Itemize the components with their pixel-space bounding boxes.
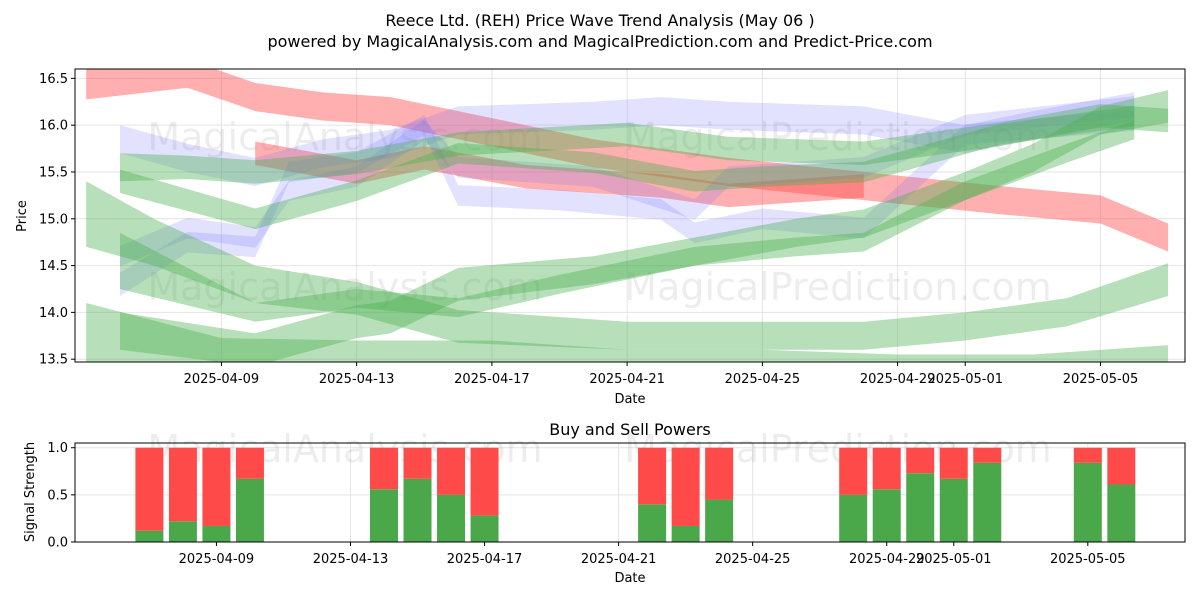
sell-power-bar: [168, 447, 197, 522]
green-price-band: [120, 90, 1169, 362]
price-x-ticks: 2025-04-09 2025-04-13 2025-04-17 2025-04-21…: [184, 362, 1139, 387]
buy-power-bar: [973, 462, 1002, 542]
price-x-tick-label: 2025-04-17: [454, 372, 530, 387]
price-watermarks: MagicalAnalysis.com MagicalPrediction.com…: [147, 115, 1051, 309]
green-price-band: [86, 181, 1169, 350]
blue-price-band: [120, 96, 1135, 267]
buy-power-bar: [135, 530, 164, 542]
buy-power-bar: [168, 521, 197, 542]
chart-title: Reece Ltd. (REH) Price Wave Trend Analys…: [385, 11, 814, 30]
sell-power-bar: [1073, 447, 1102, 463]
price-x-axis-label: Date: [614, 392, 645, 407]
buy-power-bar: [705, 499, 734, 542]
signal-x-axis-label: Date: [614, 571, 645, 586]
sell-power-bar: [235, 447, 264, 479]
buy-power-bar: [437, 494, 466, 542]
price-y-tick-label: 13.5: [39, 353, 68, 368]
sell-power-bar: [437, 447, 466, 495]
price-y-tick-label: 14.5: [39, 259, 68, 274]
red-price-band: [255, 141, 864, 208]
buy-power-bar: [202, 525, 231, 542]
price-y-tick-label: 15.0: [39, 212, 68, 227]
signal-plot-frame: [74, 442, 1186, 543]
green-price-band: [120, 120, 1135, 322]
price-y-ticks: 13.5 14.0 14.5 15.0 15.5 16.0 16.5: [39, 72, 75, 368]
signal-bars: [135, 447, 1136, 542]
price-y-tick-label: 16.0: [39, 119, 68, 134]
price-y-tick-label: 15.5: [39, 165, 68, 180]
watermark-text: MagicalPrediction.com: [624, 265, 1052, 309]
signal-y-ticks: 0.0 0.5 1.0: [47, 441, 75, 551]
sell-power-bar: [906, 447, 935, 474]
sell-power-bar: [671, 447, 700, 526]
buy-power-bar: [906, 473, 935, 542]
price-x-tick-label: 2025-05-01: [927, 372, 1003, 387]
green-price-band: [120, 104, 1169, 184]
buy-power-bar: [1073, 462, 1102, 542]
red-price-band: [86, 69, 1169, 252]
signal-x-tick-label: 2025-05-01: [916, 552, 992, 567]
price-x-tick-label: 2025-04-21: [589, 372, 665, 387]
green-price-band: [86, 303, 1169, 362]
price-x-tick-label: 2025-04-25: [725, 372, 801, 387]
price-grid: [75, 69, 1185, 362]
sell-power-bar: [705, 447, 734, 500]
blue-price-band: [120, 110, 1135, 296]
price-x-tick-label: 2025-04-13: [319, 372, 395, 387]
price-y-axis-label: Price: [15, 200, 30, 232]
signal-x-ticks: 2025-04-09 2025-04-13 2025-04-17 2025-04-21…: [179, 542, 1126, 567]
sell-power-bar: [135, 447, 164, 531]
price-plot-frame: [74, 68, 1186, 363]
watermark-text: MagicalAnalysis.com: [147, 115, 542, 159]
buy-power-bar: [370, 489, 399, 542]
signal-x-tick-label: 2025-05-05: [1050, 552, 1126, 567]
buy-power-bar: [638, 504, 667, 542]
signal-x-tick-label: 2025-04-29: [849, 552, 925, 567]
signal-y-tick-label: 0.0: [47, 536, 68, 551]
buy-power-bar: [470, 515, 499, 542]
signal-x-tick-label: 2025-04-21: [581, 552, 657, 567]
buy-power-bar: [671, 525, 700, 542]
buy-power-bar: [1107, 484, 1136, 542]
signal-x-tick-label: 2025-04-17: [447, 552, 523, 567]
green-price-band: [120, 105, 1135, 230]
price-x-tick-label: 2025-04-29: [860, 372, 936, 387]
buy-power-bar: [939, 478, 968, 542]
sell-power-bar: [370, 447, 399, 490]
sell-power-bar: [470, 447, 499, 516]
sell-power-bar: [403, 447, 432, 479]
watermark-text: MagicalPrediction.com: [624, 115, 1052, 159]
sell-power-bar: [1107, 447, 1136, 485]
sell-power-bar: [973, 447, 1002, 463]
price-bands: [86, 69, 1169, 362]
signal-y-tick-label: 1.0: [47, 441, 68, 456]
signal-y-axis-label: Signal Strength: [23, 442, 38, 542]
sell-power-bar: [872, 447, 901, 490]
price-y-tick-label: 16.5: [39, 72, 68, 87]
sell-power-bar: [638, 447, 667, 505]
signal-chart-title: Buy and Sell Powers: [549, 420, 711, 439]
buy-power-bar: [872, 489, 901, 542]
signal-x-tick-label: 2025-04-25: [715, 552, 791, 567]
sell-power-bar: [202, 447, 231, 526]
buy-power-bar: [839, 494, 868, 542]
buy-power-bar: [235, 478, 264, 542]
price-x-tick-label: 2025-05-05: [1063, 372, 1139, 387]
signal-x-tick-label: 2025-04-13: [313, 552, 389, 567]
price-y-tick-label: 14.0: [39, 306, 68, 321]
blue-price-band: [120, 92, 1135, 186]
watermark-text: MagicalAnalysis.com: [147, 265, 542, 309]
chart-subtitle: powered by MagicalAnalysis.com and Magic…: [267, 32, 932, 51]
sell-power-bar: [939, 447, 968, 479]
signal-y-tick-label: 0.5: [47, 488, 68, 503]
buy-power-bar: [403, 478, 432, 542]
sell-power-bar: [839, 447, 868, 495]
price-x-tick-label: 2025-04-09: [184, 372, 260, 387]
signal-x-tick-label: 2025-04-09: [179, 552, 255, 567]
